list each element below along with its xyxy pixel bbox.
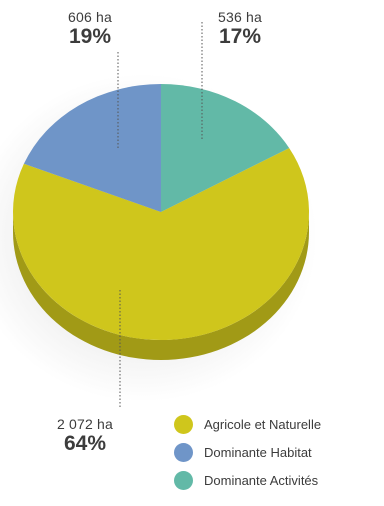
legend: Agricole et Naturelle Dominante Habitat … (174, 410, 384, 494)
legend-label-habitat: Dominante Habitat (204, 444, 312, 460)
legend-swatch-agricole (174, 414, 193, 434)
percent-label-activites: 17% (218, 25, 262, 48)
pie-slice-habitat (23, 84, 161, 212)
legend-swatch-activites (174, 470, 193, 490)
legend-item-agricole: Agricole et Naturelle (174, 410, 384, 438)
value-label-activites: 536 ha (217, 9, 263, 25)
percent-label-agricole: 64% (63, 432, 107, 455)
value-label-agricole: 2 072 ha (56, 416, 114, 432)
legend-label-activites: Dominante Activités (204, 472, 319, 488)
data-label-habitat: 606 ha 19% (50, 10, 130, 47)
legend-item-activites: Dominante Activités (174, 466, 384, 494)
pie-slice-agricole (12, 148, 309, 341)
data-label-activites: 536 ha 17% (200, 10, 280, 47)
legend-swatch-habitat (174, 442, 193, 462)
pie-slice-activites (161, 84, 290, 212)
pie-side-agricole (13, 212, 309, 360)
value-label-habitat: 606 ha (67, 9, 113, 25)
data-label-agricole: 2 072 ha 64% (45, 417, 125, 454)
percent-label-habitat: 19% (68, 25, 112, 48)
legend-item-habitat: Dominante Habitat (174, 438, 384, 466)
legend-label-agricole: Agricole et Naturelle (204, 416, 322, 432)
